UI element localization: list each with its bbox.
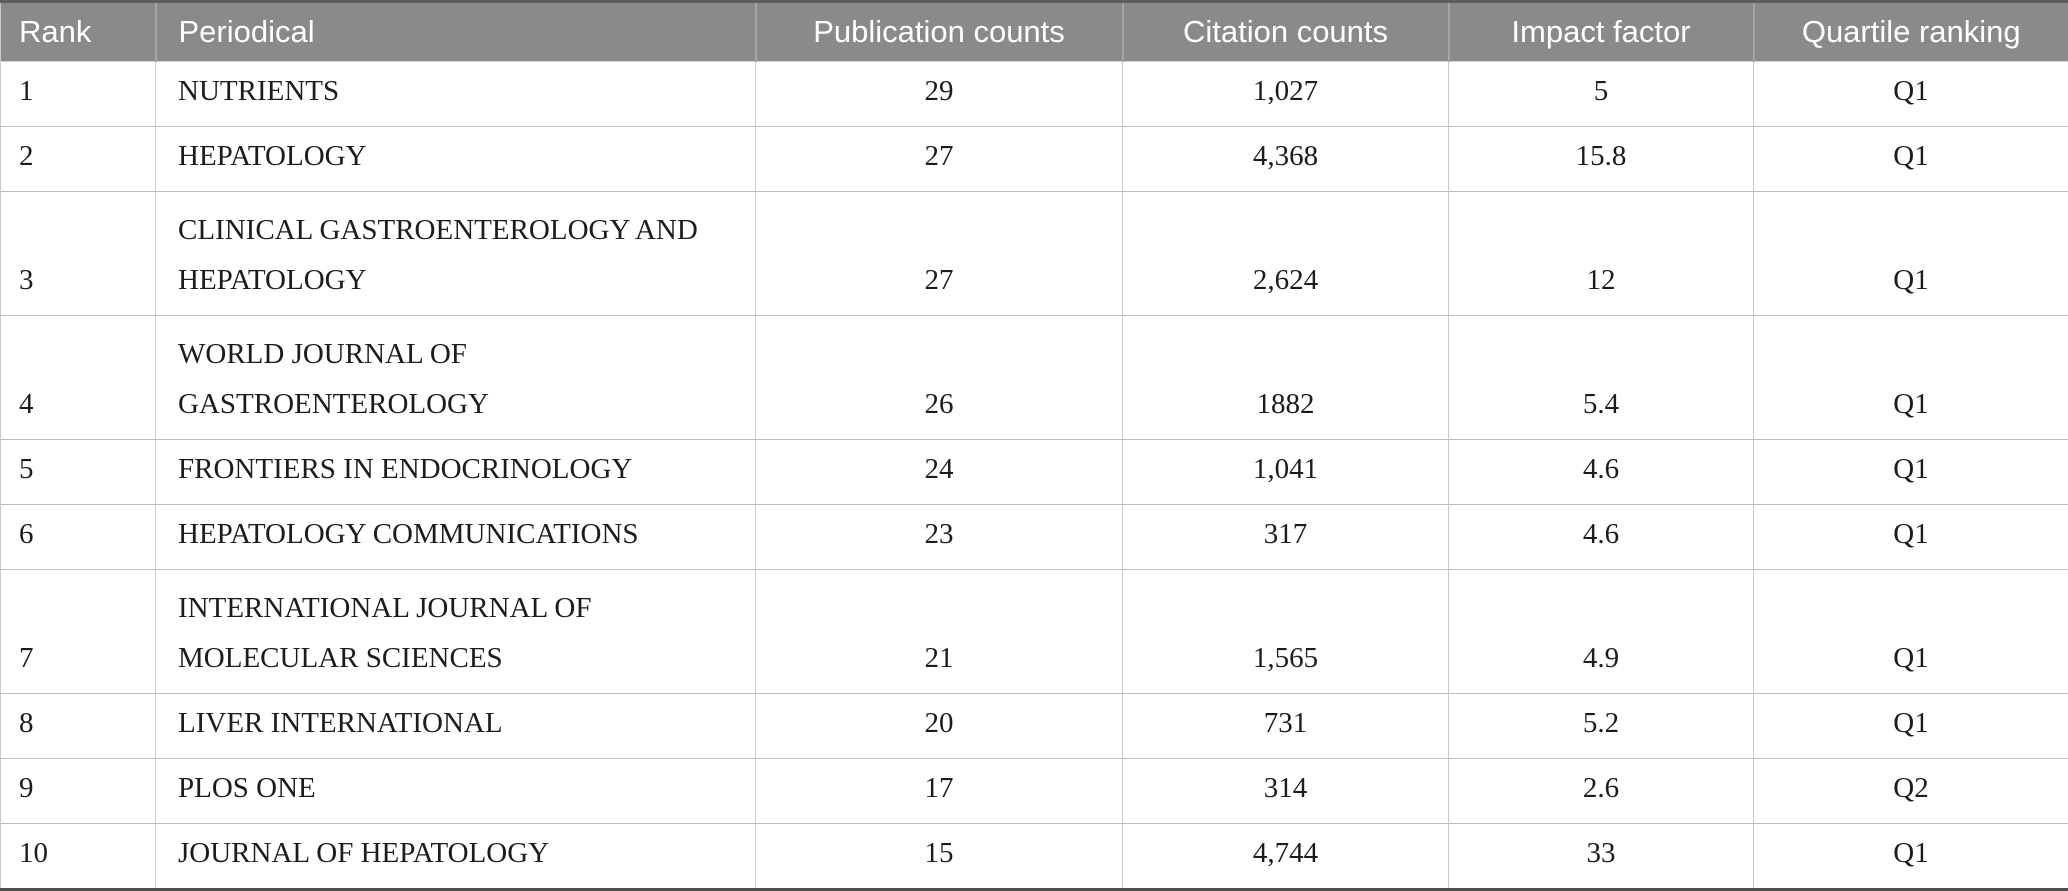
cell-publication-counts: 20 xyxy=(756,694,1123,759)
cell-citation-counts: 1,565 xyxy=(1123,570,1449,694)
table-row: 3 CLINICAL GASTROENTEROLOGY AND HEPATOLO… xyxy=(1,192,2068,316)
cell-impact-factor: 5.4 xyxy=(1449,316,1754,440)
cell-citation-counts: 731 xyxy=(1123,694,1449,759)
cell-impact-factor: 12 xyxy=(1449,192,1754,316)
cell-impact-factor: 5 xyxy=(1449,62,1754,127)
column-header-quartile-ranking: Quartile ranking xyxy=(1754,2,2068,62)
cell-publication-counts: 17 xyxy=(756,759,1123,824)
cell-citation-counts: 4,744 xyxy=(1123,824,1449,890)
cell-rank: 10 xyxy=(1,824,156,890)
table-row: 4 WORLD JOURNAL OF GASTROENTEROLOGY 26 1… xyxy=(1,316,2068,440)
table-row: 7 INTERNATIONAL JOURNAL OF MOLECULAR SCI… xyxy=(1,570,2068,694)
cell-quartile-ranking: Q1 xyxy=(1754,505,2068,570)
cell-rank: 7 xyxy=(1,570,156,694)
table-row: 1 NUTRIENTS 29 1,027 5 Q1 xyxy=(1,62,2068,127)
cell-rank: 2 xyxy=(1,127,156,192)
cell-publication-counts: 29 xyxy=(756,62,1123,127)
cell-publication-counts: 27 xyxy=(756,127,1123,192)
cell-citation-counts: 4,368 xyxy=(1123,127,1449,192)
table-row: 10 JOURNAL OF HEPATOLOGY 15 4,744 33 Q1 xyxy=(1,824,2068,890)
cell-periodical: HEPATOLOGY COMMUNICATIONS xyxy=(156,505,756,570)
column-header-periodical: Periodical xyxy=(156,2,756,62)
cell-publication-counts: 26 xyxy=(756,316,1123,440)
cell-quartile-ranking: Q1 xyxy=(1754,62,2068,127)
column-header-citation-counts: Citation counts xyxy=(1123,2,1449,62)
cell-citation-counts: 1,027 xyxy=(1123,62,1449,127)
cell-publication-counts: 24 xyxy=(756,440,1123,505)
cell-impact-factor: 4.6 xyxy=(1449,440,1754,505)
table-row: 8 LIVER INTERNATIONAL 20 731 5.2 Q1 xyxy=(1,694,2068,759)
column-header-rank: Rank xyxy=(1,2,156,62)
cell-rank: 5 xyxy=(1,440,156,505)
cell-impact-factor: 4.6 xyxy=(1449,505,1754,570)
cell-periodical: CLINICAL GASTROENTEROLOGY AND HEPATOLOGY xyxy=(156,192,756,316)
cell-impact-factor: 5.2 xyxy=(1449,694,1754,759)
cell-impact-factor: 33 xyxy=(1449,824,1754,890)
cell-quartile-ranking: Q1 xyxy=(1754,440,2068,505)
cell-citation-counts: 2,624 xyxy=(1123,192,1449,316)
cell-impact-factor: 2.6 xyxy=(1449,759,1754,824)
cell-quartile-ranking: Q1 xyxy=(1754,570,2068,694)
cell-rank: 6 xyxy=(1,505,156,570)
cell-rank: 3 xyxy=(1,192,156,316)
cell-quartile-ranking: Q1 xyxy=(1754,192,2068,316)
cell-citation-counts: 317 xyxy=(1123,505,1449,570)
table-row: 6 HEPATOLOGY COMMUNICATIONS 23 317 4.6 Q… xyxy=(1,505,2068,570)
cell-periodical: PLOS ONE xyxy=(156,759,756,824)
cell-publication-counts: 27 xyxy=(756,192,1123,316)
cell-periodical: JOURNAL OF HEPATOLOGY xyxy=(156,824,756,890)
cell-impact-factor: 4.9 xyxy=(1449,570,1754,694)
cell-periodical: INTERNATIONAL JOURNAL OF MOLECULAR SCIEN… xyxy=(156,570,756,694)
column-header-impact-factor: Impact factor xyxy=(1449,2,1754,62)
cell-publication-counts: 23 xyxy=(756,505,1123,570)
cell-rank: 4 xyxy=(1,316,156,440)
cell-citation-counts: 314 xyxy=(1123,759,1449,824)
cell-periodical: FRONTIERS IN ENDOCRINOLOGY xyxy=(156,440,756,505)
cell-impact-factor: 15.8 xyxy=(1449,127,1754,192)
cell-citation-counts: 1882 xyxy=(1123,316,1449,440)
cell-periodical: HEPATOLOGY xyxy=(156,127,756,192)
cell-citation-counts: 1,041 xyxy=(1123,440,1449,505)
page: Rank Periodical Publication counts Citat… xyxy=(0,0,2068,855)
table-body: 1 NUTRIENTS 29 1,027 5 Q1 2 HEPATOLOGY 2… xyxy=(1,62,2068,890)
cell-quartile-ranking: Q1 xyxy=(1754,694,2068,759)
cell-quartile-ranking: Q2 xyxy=(1754,759,2068,824)
cell-quartile-ranking: Q1 xyxy=(1754,824,2068,890)
table-header: Rank Periodical Publication counts Citat… xyxy=(1,2,2068,62)
cell-periodical: WORLD JOURNAL OF GASTROENTEROLOGY xyxy=(156,316,756,440)
header-row: Rank Periodical Publication counts Citat… xyxy=(1,2,2068,62)
cell-periodical: LIVER INTERNATIONAL xyxy=(156,694,756,759)
cell-publication-counts: 21 xyxy=(756,570,1123,694)
cell-publication-counts: 15 xyxy=(756,824,1123,890)
cell-rank: 8 xyxy=(1,694,156,759)
cell-rank: 1 xyxy=(1,62,156,127)
column-header-publication-counts: Publication counts xyxy=(756,2,1123,62)
cell-periodical: NUTRIENTS xyxy=(156,62,756,127)
table-row: 9 PLOS ONE 17 314 2.6 Q2 xyxy=(1,759,2068,824)
cell-quartile-ranking: Q1 xyxy=(1754,127,2068,192)
cell-rank: 9 xyxy=(1,759,156,824)
table-row: 2 HEPATOLOGY 27 4,368 15.8 Q1 xyxy=(1,127,2068,192)
cell-quartile-ranking: Q1 xyxy=(1754,316,2068,440)
table-row: 5 FRONTIERS IN ENDOCRINOLOGY 24 1,041 4.… xyxy=(1,440,2068,505)
